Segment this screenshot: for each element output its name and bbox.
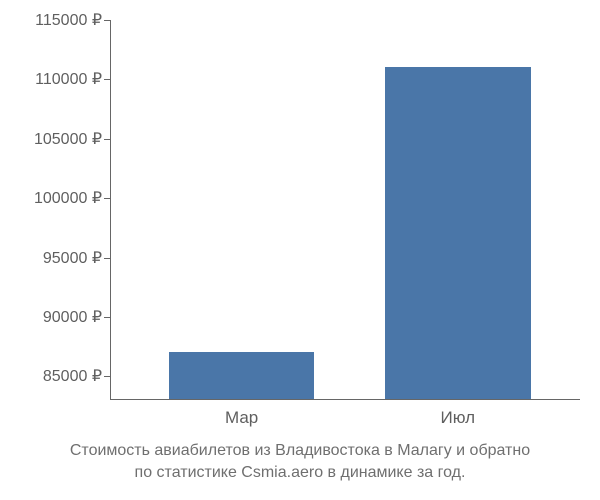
y-tick	[104, 258, 110, 259]
y-tick	[104, 317, 110, 318]
x-tick-label: Мар	[225, 408, 258, 428]
plot-area	[110, 20, 580, 400]
y-tick-label: 95000 ₽	[2, 248, 102, 268]
y-axis	[110, 20, 111, 400]
y-tick-label: 115000 ₽	[2, 10, 102, 30]
price-chart: Стоимость авиабилетов из Владивостока в …	[0, 0, 600, 500]
y-tick-label: 85000 ₽	[2, 366, 102, 386]
caption-line-1: Стоимость авиабилетов из Владивостока в …	[70, 442, 530, 459]
y-tick-label: 100000 ₽	[2, 188, 102, 208]
x-tick-label: Июл	[441, 408, 476, 428]
y-tick	[104, 20, 110, 21]
bar	[169, 352, 315, 400]
caption-line-2: по статистике Csmia.aero в динамике за г…	[135, 464, 466, 481]
x-axis	[110, 399, 580, 400]
y-tick-label: 110000 ₽	[2, 69, 102, 89]
y-tick-label: 90000 ₽	[2, 307, 102, 327]
y-tick	[104, 79, 110, 80]
y-tick	[104, 139, 110, 140]
bar	[385, 67, 531, 400]
y-tick	[104, 376, 110, 377]
y-tick-label: 105000 ₽	[2, 129, 102, 149]
chart-caption: Стоимость авиабилетов из Владивостока в …	[0, 440, 600, 483]
y-tick	[104, 198, 110, 199]
